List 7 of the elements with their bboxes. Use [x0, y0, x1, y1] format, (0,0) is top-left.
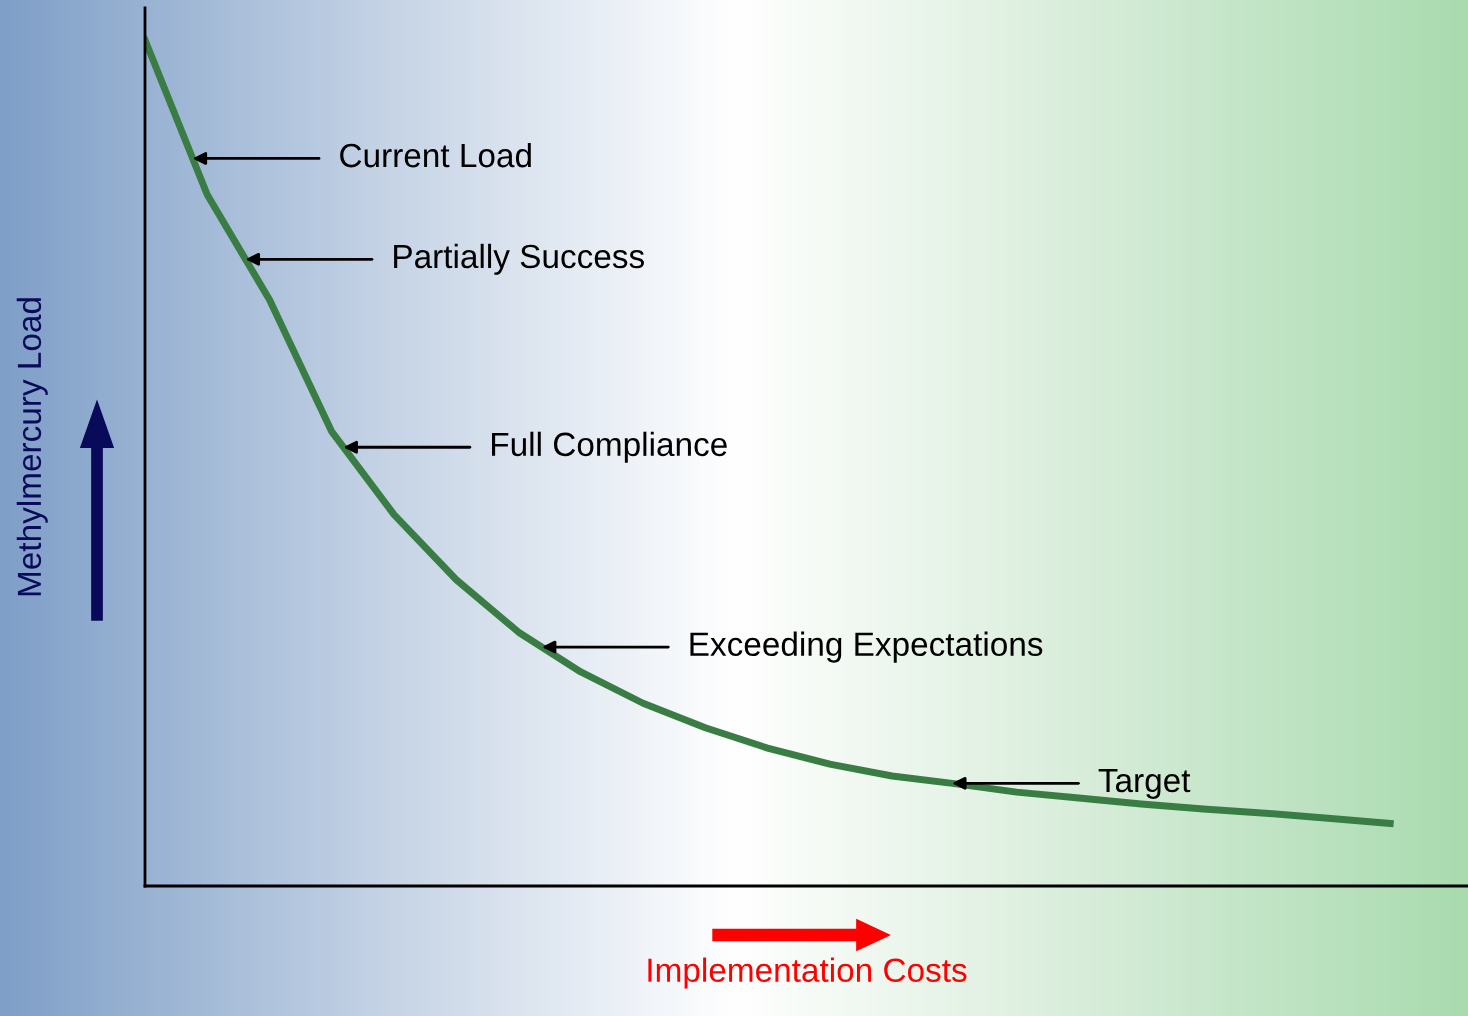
- annotation: Target: [1098, 769, 1191, 799]
- annotation: Exceeding Expectations: [690, 631, 1043, 663]
- annotation: Full Compliance: [492, 431, 727, 463]
- y-axis-title: Methylmercury Load: [16, 298, 48, 596]
- annotation: Current Load: [340, 142, 531, 168]
- annotation: Partially Success: [394, 243, 644, 275]
- x-axis-title: Implementation Costs: [648, 957, 967, 989]
